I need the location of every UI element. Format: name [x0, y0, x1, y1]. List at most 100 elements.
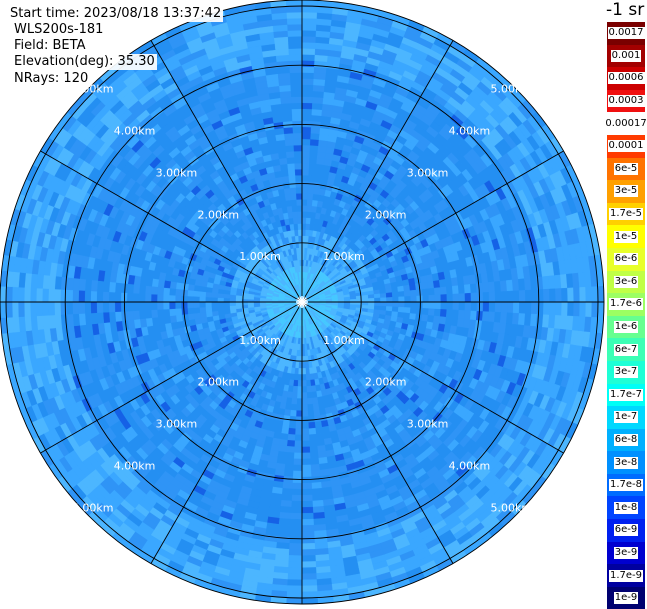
range-gate-cell [284, 470, 293, 477]
range-gate-cell [305, 362, 309, 368]
range-gate-cell [292, 489, 302, 495]
range-gate-cell [127, 293, 133, 302]
range-gate-cell [187, 302, 193, 308]
range-gate-cell [302, 139, 311, 145]
range-gate-cell [548, 315, 555, 329]
range-gate-cell [151, 294, 157, 302]
range-gate-cell [439, 279, 446, 287]
range-gate-cell [296, 248, 299, 254]
range-gate-cell [145, 294, 151, 302]
range-gate-cell [85, 313, 92, 325]
range-gate-cell [193, 296, 199, 302]
range-gate-cell [97, 281, 104, 292]
range-gate-cell [164, 316, 171, 324]
range-gate-cell [530, 277, 537, 290]
range-gate-cell [284, 188, 291, 195]
range-gate-cell [291, 404, 297, 411]
range-gate-cell [295, 429, 302, 435]
range-gate-cell [290, 525, 302, 531]
range-gate-cell [500, 312, 507, 323]
range-gate-cell [292, 103, 302, 109]
range-gate-cell [477, 293, 483, 303]
range-gate-cell [392, 292, 398, 297]
range-gate-cell [398, 307, 404, 313]
range-gate-cell [307, 404, 313, 411]
range-gate-cell [157, 294, 163, 302]
range-gate-cell [302, 423, 309, 429]
range-gate-cell [79, 302, 85, 314]
range-gate-cell [302, 54, 315, 60]
range-gate-cell [279, 518, 291, 525]
range-gate-cell [302, 386, 307, 392]
range-gate-cell [446, 286, 453, 294]
range-gate-cell [279, 512, 291, 519]
range-gate-cell [302, 73, 314, 79]
range-gate-cell [290, 519, 302, 525]
range-gate-cell [543, 302, 549, 315]
range-gate-cell [54, 289, 60, 302]
range-gate-cell [286, 145, 295, 152]
range-gate-cell [542, 315, 549, 328]
range-gate-cell [175, 302, 181, 309]
range-gate-cell [302, 109, 312, 115]
range-gate-cell [187, 308, 194, 314]
range-gate-cell [530, 314, 537, 327]
range-gate-cell [281, 103, 292, 110]
range-gate-cell [295, 236, 299, 242]
range-gate-cell [91, 302, 97, 313]
range-gate-cell [422, 308, 429, 315]
range-gate-cell [368, 302, 374, 306]
range-gate-cell [362, 295, 368, 299]
range-gate-cell [292, 495, 302, 501]
range-gate-cell [302, 374, 306, 380]
range-gate-cell [421, 282, 428, 289]
range-gate-cell [313, 512, 325, 519]
range-gate-cell [218, 310, 225, 315]
range-gate-cell [453, 294, 459, 302]
range-gate-cell [306, 368, 310, 374]
range-gate-cell [302, 193, 308, 199]
range-gate-cell [200, 312, 207, 318]
range-gate-cell [439, 317, 446, 325]
range-gate-cell [169, 288, 176, 295]
range-gate-cell [280, 433, 288, 440]
range-gate-cell [313, 518, 325, 525]
range-gate-cell [163, 288, 170, 296]
range-gate-cell [298, 217, 302, 223]
range-gate-cell [133, 311, 140, 320]
range-gate-cell [291, 91, 302, 97]
range-gate-cell [518, 279, 525, 291]
range-gate-cell [403, 285, 410, 291]
range-gate-cell [296, 187, 302, 193]
range-gate-cell [513, 291, 519, 302]
range-gate-cell [127, 302, 133, 311]
range-gate-cell [163, 295, 169, 302]
range-gate-cell [199, 297, 205, 302]
range-gate-cell [284, 127, 293, 134]
range-gate-cell [294, 151, 302, 157]
range-gate-cell [199, 302, 205, 307]
range-gate-cell [85, 291, 91, 302]
range-gate-cell [483, 302, 489, 312]
range-gate-cell [206, 307, 212, 312]
range-gate-cell [302, 97, 313, 103]
range-gate-cell [302, 543, 315, 549]
range-gate-cell [374, 294, 380, 298]
range-gate-cell [292, 115, 302, 121]
range-gate-cell [291, 200, 297, 206]
range-gate-cell [310, 458, 319, 465]
range-gate-cell [423, 302, 429, 309]
range-gate-cell [297, 386, 302, 392]
range-gate-cell [73, 302, 79, 314]
range-gate-cell [276, 548, 290, 555]
range-gate-cell [310, 374, 315, 381]
range-gate-cell [294, 139, 303, 145]
range-gate-cell [278, 524, 290, 531]
range-gate-cell [91, 280, 98, 291]
range-gate-cell [290, 73, 302, 79]
range-gate-cell [314, 524, 326, 531]
range-gate-cell [531, 290, 537, 302]
range-gate-cell [302, 459, 311, 465]
range-gate-cell [73, 290, 79, 302]
range-gate-cell [374, 290, 381, 295]
